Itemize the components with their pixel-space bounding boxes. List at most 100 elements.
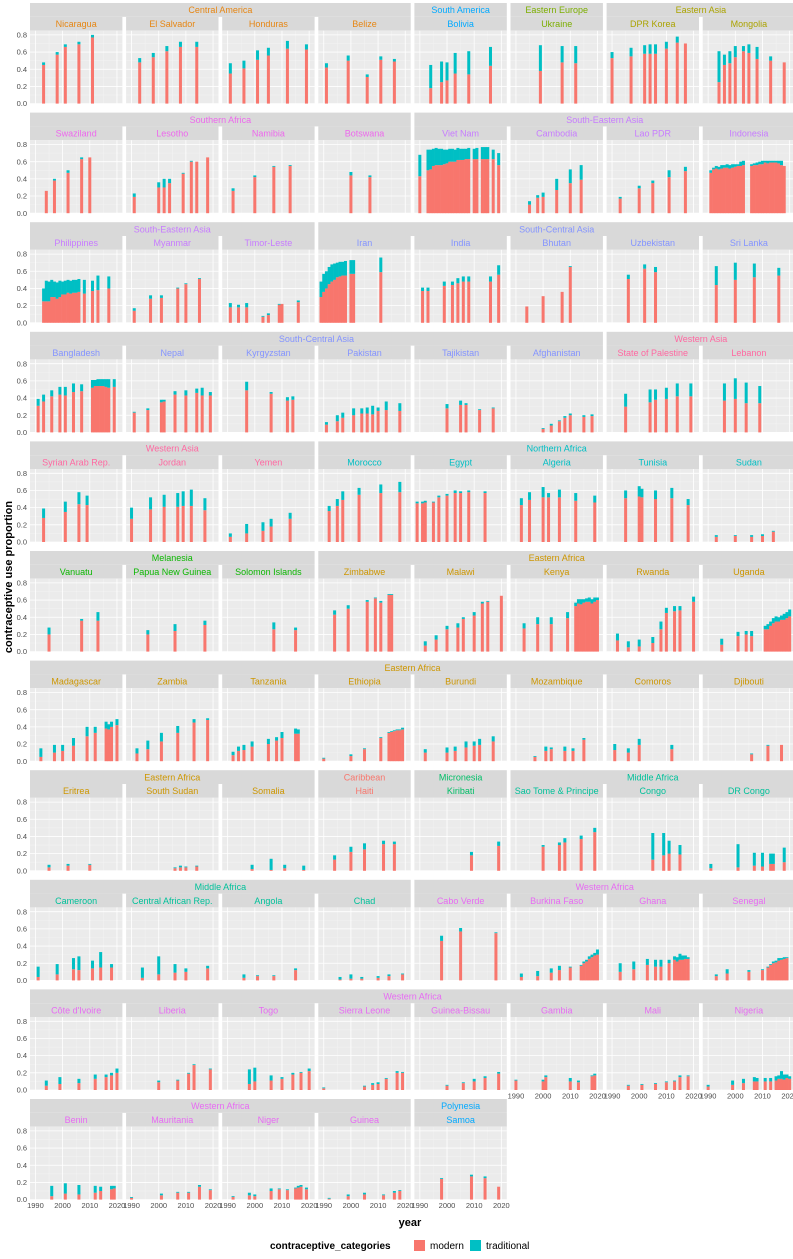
country-strip-dpr-korea [606,16,699,31]
bar-traditional-cambodia-2010 [568,169,572,184]
bar-traditional-uganda-2013 [769,621,773,626]
bar-traditional-benin-2019 [112,1185,116,1189]
x-tick-label: 2020 [493,1201,510,1210]
country-strip-bolivia [414,16,507,31]
bar-traditional-viet-nam-2014 [483,147,487,160]
bar-traditional-ukraine-1999 [538,45,542,71]
bar-traditional-el-salvador-2003 [165,46,169,52]
country-label-kenya: Kenya [544,567,570,577]
bar-modern-iran-2000 [349,273,353,323]
bar-traditional-ghana-1998 [632,961,636,970]
bar-traditional-malawi-2006 [461,617,465,619]
bar-modern-bangladesh-2012 [93,386,97,433]
y-tick-label: 0.8 [17,1017,27,1026]
bar-modern-c-te-d-ivoire-2012 [93,1078,97,1090]
bar-traditional-tanzania-2008 [275,737,279,741]
region-strip-eastern-africa-r7 [30,770,315,784]
country-label-ethiopia: Ethiopia [348,677,381,687]
bar-modern-kiribati-2009 [469,855,473,871]
bar-modern-rwanda-2010 [664,612,668,652]
bar-modern-state-of-palestine-2006 [654,399,658,433]
region-label-middle-africa-r8: Middle Africa [195,882,247,892]
bar-modern-liberia-2019 [208,1069,212,1090]
bar-traditional-viet-nam-2010 [472,148,476,160]
bar-traditional-indonesia-2015 [774,160,778,163]
x-tick-label: 1990 [123,1201,140,1210]
bar-traditional-jordan-2007 [176,493,180,507]
bar-traditional-cameroon-1998 [55,964,59,975]
bar-traditional-burundi-2012 [478,738,482,745]
bar-modern-togo-2020 [307,1071,311,1090]
country-label-congo: Congo [640,786,667,796]
bar-modern-south-sudan-2010 [184,867,188,871]
country-label-sri-lanka: Sri Lanka [730,238,768,248]
bar-modern-timor-leste-1997 [245,307,249,323]
bar-traditional-angola-2015 [294,968,298,971]
bar-modern-cameroon-2004 [71,969,75,981]
y-tick-label: 0.8 [17,688,27,697]
bar-traditional-sierra-leone-2005 [363,1085,366,1087]
bar-modern-mongolia-2000 [733,57,737,104]
bar-modern-el-salvador-1998 [151,57,155,104]
bar-modern-sierra-leone-2010 [376,1083,380,1090]
bar-modern-kenya-2013 [576,603,580,652]
bar-traditional-nigeria-2017 [780,1071,784,1079]
bar-traditional-vanuatu-2013 [96,612,100,621]
bar-modern-central-african-rep-2006 [173,972,177,981]
country-label-vanuatu: Vanuatu [60,567,93,577]
bar-modern-indonesia-2009 [758,164,762,214]
country-strip-south-sudan [126,784,219,798]
bar-traditional-philippines-2000 [61,281,65,295]
bar-modern-ghana-2003 [645,964,649,981]
bar-modern-south-sudan-2014 [195,866,199,871]
bar-traditional-indonesia-1995 [720,165,724,169]
bar-modern-uganda-1995 [720,644,724,652]
bar-modern-viet-nam-2011 [475,159,479,214]
region-label-micronesia-r7: Micronesia [439,772,483,782]
bar-traditional-niger-2000 [253,1194,257,1197]
bar-traditional-indonesia-2011 [763,160,767,163]
bar-traditional-algeria-1995 [528,492,532,500]
bar-modern-burundi-2012 [478,744,482,762]
bar-traditional-namibia-2007 [272,165,276,167]
bar-traditional-samoa-2014 [483,1176,487,1179]
bar-modern-rwanda-1996 [626,647,630,652]
bar-traditional-syrian-arab-rep-2001 [63,501,67,512]
bar-traditional-jordan-1997 [149,497,153,510]
country-strip-c-te-d-ivoire [30,1003,123,1017]
y-tick-label: 0.6 [17,815,27,824]
bar-modern-nepal-2006 [173,394,177,433]
bar-traditional-sudan-2006 [750,535,754,537]
bar-traditional-tunisia-2018 [686,499,690,506]
bar-modern-mauritania-2015 [197,1186,201,1200]
bar-modern-egypt-1991 [421,503,425,542]
bar-traditional-sri-lanka-2016 [777,267,781,276]
y-tick-label: 0.0 [17,866,27,875]
bar-modern-senegal-2019 [785,958,789,981]
country-label-gambia: Gambia [541,1005,573,1015]
bar-traditional-tunisia-2000 [637,486,641,497]
country-label-burundi: Burundi [445,677,476,687]
bar-modern-solomon-islands-2007 [272,629,276,652]
bar-modern-afghanistan-2006 [557,421,561,433]
bar-traditional-iran-1995 [335,262,339,278]
bar-traditional-ghana-2003 [645,958,649,965]
country-label-burkina-faso: Burkina Faso [530,896,583,906]
bar-modern-kenya-1993 [522,628,526,652]
bar-traditional-pakistan-2001 [352,408,356,416]
bar-modern-congo-2005 [651,859,655,871]
region-strip-caribbean-r7 [318,770,411,784]
bar-modern-sao-tome-principe-2006 [557,845,561,871]
bar-traditional-mongolia-1996 [722,54,726,65]
bar-traditional-philippines-1994 [44,280,48,302]
bar-traditional-timor-leste-1994 [237,304,241,308]
bar-traditional-indonesia-2007 [752,163,756,166]
bar-traditional-bolivia-2000 [445,62,449,81]
bar-traditional-nigeria-2013 [769,1077,773,1082]
bar-modern-bolivia-1994 [429,88,433,104]
country-label-nicaragua: Nicaragua [56,19,97,29]
bar-modern-indonesia-2013 [769,162,773,214]
bar-modern-philippines-2011 [91,291,95,323]
bar-traditional-afghanistan-2006 [557,420,561,422]
y-tick-label: 0.0 [17,99,27,108]
